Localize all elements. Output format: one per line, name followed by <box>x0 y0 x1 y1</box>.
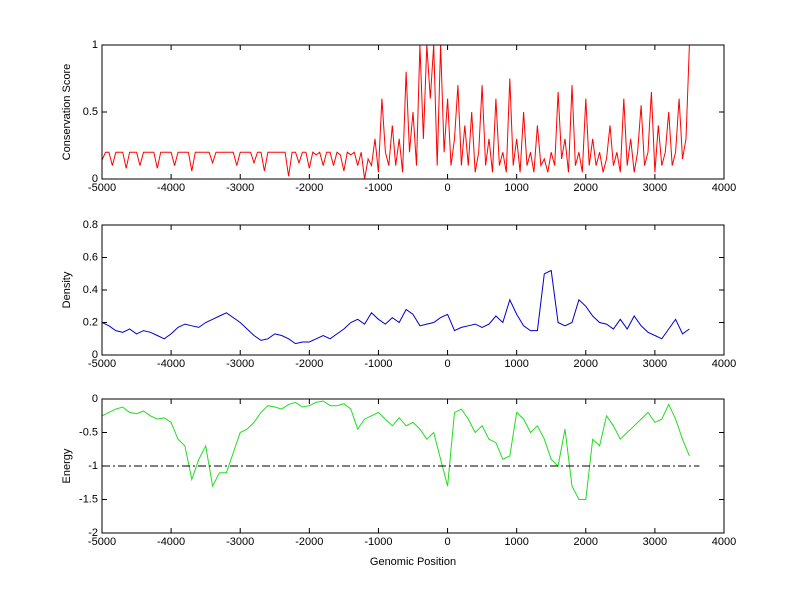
y-tick-label: 0.2 <box>83 316 98 328</box>
x-tick-label: 0 <box>444 536 450 548</box>
x-tick-label: 4000 <box>712 536 736 548</box>
y-axis-label: Density <box>61 271 73 308</box>
x-tick-label: 3000 <box>643 536 667 548</box>
x-tick-label: 4000 <box>712 358 736 370</box>
x-tick-label: 0 <box>444 358 450 370</box>
data-line <box>102 269 690 345</box>
axes-frame <box>101 224 725 356</box>
y-tick-label: -0.5 <box>79 426 98 438</box>
x-tick-label: -5000 <box>88 182 116 194</box>
y-tick-label: -1.5 <box>79 493 98 505</box>
x-tick-label: -3000 <box>226 182 254 194</box>
y-tick-label: 0.4 <box>83 284 98 296</box>
x-tick-label: -2000 <box>295 536 323 548</box>
x-tick-label: 2000 <box>574 536 598 548</box>
x-tick-label: 1000 <box>504 536 528 548</box>
axes-frame <box>101 44 725 180</box>
y-tick-label: 0 <box>92 173 98 185</box>
x-tick-label: 3000 <box>643 182 667 194</box>
x-tick-label: 0 <box>444 182 450 194</box>
x-tick-label: 3000 <box>643 358 667 370</box>
x-tick-label: 2000 <box>574 182 598 194</box>
y-axis-label: Energy <box>61 448 73 483</box>
y-tick-label: 0 <box>92 393 98 405</box>
y-tick-label: 0.6 <box>83 251 98 263</box>
x-tick-label: -2000 <box>295 358 323 370</box>
y-tick-label: 0.8 <box>83 219 98 231</box>
data-line <box>102 45 690 179</box>
x-tick-label: -4000 <box>157 358 185 370</box>
x-tick-label: -4000 <box>157 536 185 548</box>
x-tick-label: -4000 <box>157 182 185 194</box>
x-axis-label: Genomic Position <box>370 556 456 568</box>
x-tick-label: -3000 <box>226 536 254 548</box>
x-tick-label: -3000 <box>226 358 254 370</box>
x-tick-label: 2000 <box>574 358 598 370</box>
x-tick-label: -2000 <box>295 182 323 194</box>
x-tick-label: -5000 <box>88 536 116 548</box>
y-tick-label: -2 <box>88 527 98 539</box>
x-tick-label: 1000 <box>504 358 528 370</box>
x-tick-label: 1000 <box>504 182 528 194</box>
y-tick-label: -1 <box>88 460 98 472</box>
axes-frame <box>101 398 725 534</box>
x-tick-label: -5000 <box>88 358 116 370</box>
x-tick-label: -1000 <box>364 358 392 370</box>
y-tick-label: 1 <box>92 39 98 51</box>
y-tick-label: 0.5 <box>83 106 98 118</box>
axes-box <box>102 225 724 355</box>
y-tick-label: 0 <box>92 349 98 361</box>
x-tick-label: -1000 <box>364 182 392 194</box>
y-axis-label: Conservation Score <box>61 64 73 161</box>
x-tick-label: 4000 <box>712 182 736 194</box>
data-line <box>102 400 690 500</box>
x-tick-label: -1000 <box>364 536 392 548</box>
